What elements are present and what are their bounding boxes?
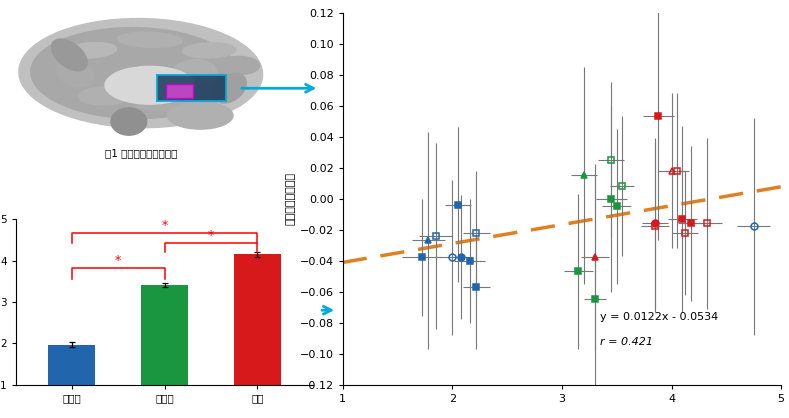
Text: y = 0.0122x - 0.0534: y = 0.0122x - 0.0534	[600, 312, 719, 322]
Ellipse shape	[31, 28, 239, 119]
FancyBboxPatch shape	[157, 75, 226, 101]
Text: *: *	[208, 229, 214, 242]
Bar	[234, 255, 281, 418]
Ellipse shape	[117, 32, 182, 48]
Ellipse shape	[111, 108, 147, 135]
Ellipse shape	[167, 102, 233, 129]
Text: 図1 眼窓前頭皮質内側部: 図1 眼窓前頭皮質内側部	[104, 148, 177, 158]
Text: *: *	[162, 219, 167, 232]
Ellipse shape	[126, 67, 155, 79]
Ellipse shape	[19, 18, 263, 127]
Y-axis label: 脳活動の％変化値: 脳活動の％変化値	[286, 172, 295, 225]
Ellipse shape	[51, 39, 88, 71]
Ellipse shape	[135, 96, 194, 111]
Ellipse shape	[214, 74, 246, 103]
Text: *: *	[115, 254, 122, 267]
Bar	[141, 285, 188, 418]
Ellipse shape	[182, 43, 236, 58]
FancyBboxPatch shape	[166, 84, 193, 98]
Text: (*p < 0.0001): (*p < 0.0001)	[431, 374, 493, 383]
Ellipse shape	[172, 59, 217, 87]
Ellipse shape	[57, 60, 94, 87]
Ellipse shape	[105, 66, 194, 104]
Bar	[48, 344, 95, 418]
Ellipse shape	[64, 43, 117, 58]
Text: r = 0.421: r = 0.421	[600, 336, 653, 347]
Ellipse shape	[218, 56, 260, 75]
Ellipse shape	[78, 87, 132, 105]
